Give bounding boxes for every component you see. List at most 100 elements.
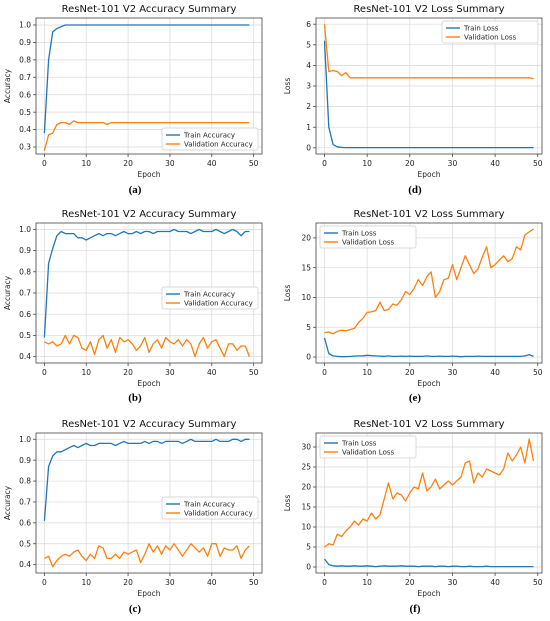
x-tick-label: 10 <box>362 159 372 168</box>
x-tick-label: 40 <box>207 368 217 377</box>
y-tick-label: 0.5 <box>19 108 31 117</box>
x-tick-label: 50 <box>533 159 543 168</box>
series-line-validation <box>44 543 250 568</box>
y-tick-label: 20 <box>301 233 311 242</box>
y-tick-label: 20 <box>301 483 311 492</box>
y-tick-label: 0.6 <box>19 518 31 527</box>
x-tick-label: 10 <box>81 368 91 377</box>
series-line-train <box>43 438 250 521</box>
legend-box <box>161 286 259 310</box>
y-tick-label: 0.3 <box>19 143 31 152</box>
chart-title: ResNet-101 V2 Loss Summary <box>353 209 504 220</box>
legend-label: Validation Loss <box>342 239 394 247</box>
y-tick-label: 0 <box>306 563 311 572</box>
legend-label: Train Accuracy <box>183 501 235 509</box>
chart-title: ResNet-101 V2 Accuracy Summary <box>62 209 237 220</box>
chart-d: ResNet-101 V2 Loss Summary 0 10 20 30 40 50 0 1 2… <box>283 4 543 179</box>
y-tick-label: 0.4 <box>19 560 31 569</box>
x-axis-label: Epoch <box>418 589 441 598</box>
chart-c: ResNet-101 V2 Accuracy Summary 0 10 20 30 40 5… <box>3 419 263 598</box>
panel-d: ResNet-101 V2 Loss Summary 0 10 20 30 40 50 0 1 2… <box>280 0 550 200</box>
series-line-validation <box>43 120 250 151</box>
series-line-train <box>43 24 250 134</box>
x-tick-label: 40 <box>490 159 500 168</box>
series-line-train <box>323 558 534 568</box>
y-tick-label: 1 <box>306 123 311 132</box>
chart-a: ResNet-101 V2 Accuracy Summary 0 10 20 30 40 5… <box>3 4 263 179</box>
y-tick-label: 0.9 <box>19 456 31 465</box>
plot-frame <box>315 432 543 574</box>
x-tick-label: 0 <box>42 159 47 168</box>
x-tick-label: 50 <box>249 578 259 587</box>
y-tick-label: 1.0 <box>19 225 31 234</box>
x-tick-label: 50 <box>249 159 259 168</box>
plot-frame <box>35 17 263 155</box>
y-tick-label: 0.5 <box>19 331 31 340</box>
x-tick-label: 40 <box>490 368 500 377</box>
x-axis-label: Epoch <box>418 379 441 388</box>
series-line-train <box>323 337 534 358</box>
caption: (c) <box>128 603 142 615</box>
y-tick-label: 6 <box>306 20 311 29</box>
x-tick-label: 10 <box>81 578 91 587</box>
x-tick-label: 0 <box>322 159 327 168</box>
x-tick-label: 20 <box>123 578 133 587</box>
series-line-train <box>43 228 250 338</box>
x-tick-label: 10 <box>81 159 91 168</box>
y-axis-label: Accuracy <box>3 275 12 310</box>
x-tick-label: 0 <box>42 578 47 587</box>
legend-label: Validation Accuracy <box>184 300 253 308</box>
legend-label: Validation Accuracy <box>184 510 253 518</box>
y-axis-label: Loss <box>283 285 292 302</box>
y-tick-label: 0.8 <box>19 477 31 486</box>
y-tick-label: 0.7 <box>19 289 31 298</box>
x-tick-label: 30 <box>165 578 175 587</box>
legend-label: Train Accuracy <box>183 132 235 140</box>
legend-box <box>161 496 259 520</box>
x-tick-label: 20 <box>123 368 133 377</box>
legend-label: Validation Accuracy <box>184 141 253 149</box>
y-tick-label: 0.9 <box>19 38 31 47</box>
x-tick-label: 10 <box>362 578 372 587</box>
x-tick-label: 30 <box>165 159 175 168</box>
chart-b: ResNet-101 V2 Accuracy Summary 0 10 20 30 40 5… <box>3 209 263 388</box>
plot-frame <box>315 222 543 364</box>
x-axis-label: Epoch <box>138 589 161 598</box>
panel-e: ResNet-101 V2 Loss Summary 0 10 20 30 40 50 0 5 1… <box>280 205 550 410</box>
x-tick-label: 20 <box>123 159 133 168</box>
y-tick-label: 2 <box>306 102 311 111</box>
y-tick-label: 1.0 <box>19 21 31 30</box>
plot-frame <box>35 432 263 574</box>
chart-e: ResNet-101 V2 Loss Summary 0 10 20 30 40 50 0 5 1… <box>283 209 543 388</box>
y-tick-label: 0.6 <box>19 90 31 99</box>
x-tick-label: 50 <box>533 578 543 587</box>
y-tick-label: 0.9 <box>19 246 31 255</box>
caption: (f) <box>409 603 421 615</box>
x-tick-label: 0 <box>42 368 47 377</box>
y-tick-label: 5 <box>306 323 311 332</box>
x-axis-label: Epoch <box>138 379 161 388</box>
x-axis-label: Epoch <box>138 170 161 179</box>
chart-title: ResNet-101 V2 Accuracy Summary <box>62 4 237 15</box>
legend-label: Train Loss <box>341 440 377 448</box>
caption: (d) <box>408 184 422 196</box>
x-tick-label: 0 <box>322 368 327 377</box>
legend-label: Train Loss <box>341 230 377 238</box>
y-axis-label: Loss <box>283 495 292 512</box>
legend-label: Train Loss <box>463 25 499 33</box>
x-axis-label: Epoch <box>418 170 441 179</box>
panel-c: ResNet-101 V2 Accuracy Summary 0 10 20 30 40 5… <box>0 415 270 621</box>
y-tick-label: 0.7 <box>19 73 31 82</box>
y-axis-label: Accuracy <box>3 68 12 103</box>
legend-box <box>161 127 259 151</box>
series-line-validation <box>44 334 251 358</box>
x-tick-label: 10 <box>362 368 372 377</box>
y-tick-label: 5 <box>306 40 311 49</box>
x-tick-label: 50 <box>533 368 543 377</box>
legend-label: Validation Loss <box>342 449 394 457</box>
y-tick-label: 4 <box>306 61 311 70</box>
